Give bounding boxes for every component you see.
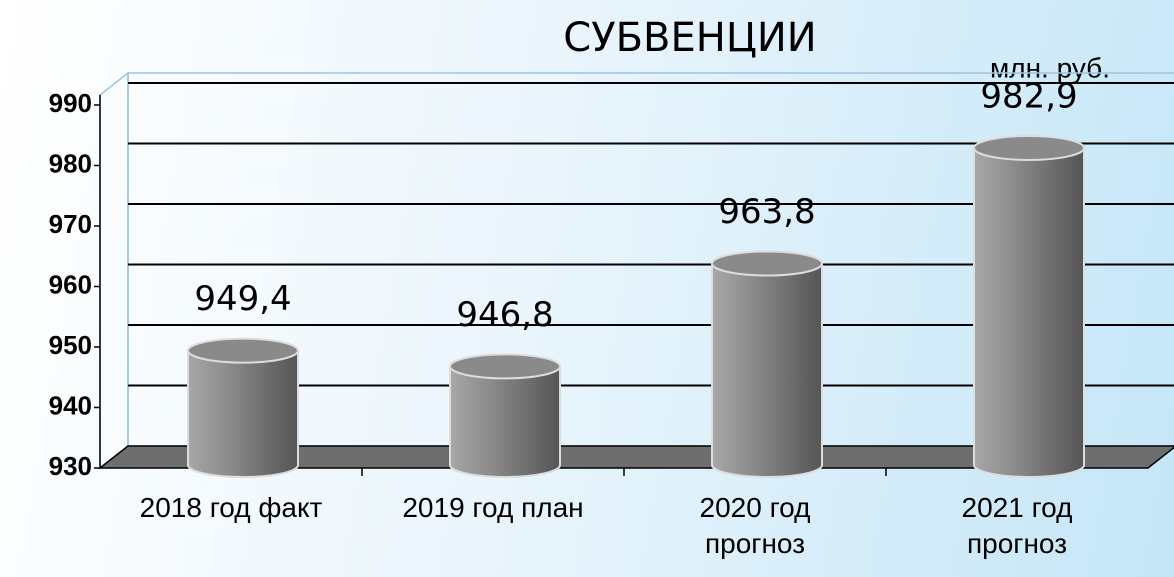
value-label: 963,8 bbox=[718, 192, 815, 232]
y-tick-label: 940 bbox=[49, 390, 92, 420]
unit-label: млн. руб. bbox=[990, 52, 1110, 83]
y-tick-label: 930 bbox=[49, 451, 92, 481]
x-tick-label: 2021 год прогноз bbox=[961, 492, 1073, 559]
x-tick-label: 2019 год план bbox=[402, 492, 584, 523]
value-label: 946,8 bbox=[456, 295, 553, 335]
bar bbox=[973, 146, 1085, 478]
value-label: 949,4 bbox=[194, 279, 291, 319]
bar bbox=[449, 365, 561, 478]
bar bbox=[711, 262, 823, 478]
y-tick-label: 970 bbox=[49, 209, 92, 239]
y-tick-label: 960 bbox=[49, 269, 92, 299]
side-wall bbox=[99, 71, 129, 470]
x-tick-label: 2018 год факт bbox=[139, 492, 323, 523]
y-tick-label: 980 bbox=[49, 148, 92, 178]
bar-top bbox=[187, 337, 299, 364]
chart-title: СУБВЕНЦИИ bbox=[563, 15, 816, 61]
x-tick-label: 2020 год прогноз bbox=[699, 492, 811, 559]
bar-top bbox=[449, 353, 561, 380]
bar-top bbox=[711, 250, 823, 277]
bar bbox=[187, 349, 299, 478]
y-tick-label: 950 bbox=[49, 330, 92, 360]
bar-top bbox=[973, 134, 1085, 161]
value-label: 982,9 bbox=[980, 76, 1077, 116]
y-tick-label: 990 bbox=[49, 88, 92, 118]
